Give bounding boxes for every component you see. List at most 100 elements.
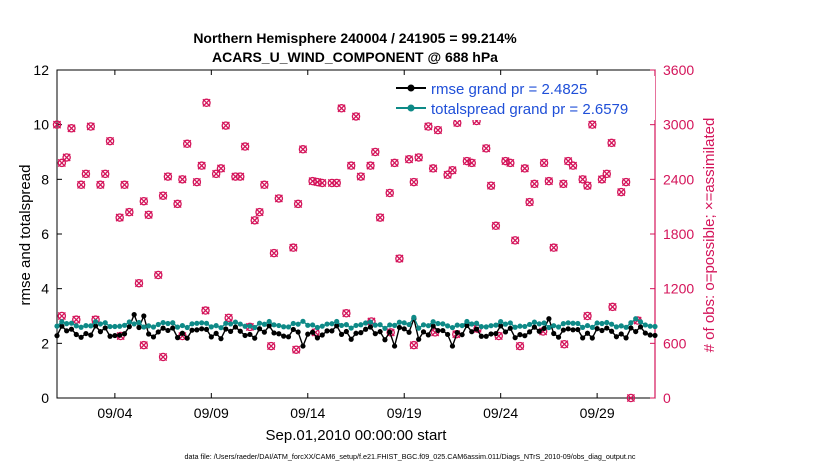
totalspread-point [54, 323, 60, 329]
totalspread-point [401, 320, 407, 326]
obs-count-marker-possible [327, 178, 337, 188]
obs-count-marker [366, 161, 375, 170]
rmse-point [527, 329, 533, 335]
rmse-point [560, 327, 566, 333]
obs-count-marker-assimilated [467, 158, 476, 167]
obs-count-marker-possible [202, 98, 211, 108]
totalspread-point [604, 319, 610, 326]
rmse-point [136, 324, 142, 331]
totalspread-point [165, 320, 171, 327]
obs-count-marker-low-assimilated [292, 345, 301, 354]
totalspread-point [266, 318, 272, 325]
obs-count-marker-assimilated [105, 137, 115, 146]
obs-count-marker-assimilated [269, 249, 279, 258]
totalspread-point [560, 321, 566, 327]
totalspread-point [232, 319, 239, 325]
obs-count-marker [163, 172, 173, 181]
rmse-point [449, 343, 456, 349]
rmse-point [604, 325, 610, 331]
totalspread-point [546, 324, 552, 331]
totalspread-point [237, 321, 243, 327]
obs-count-marker-low [139, 340, 149, 350]
obs-count-marker-low-possible [158, 352, 168, 362]
obs-count-marker [139, 196, 149, 206]
obs-count-marker [86, 122, 96, 131]
obs-count-marker [395, 254, 404, 263]
totalspread-point [92, 319, 99, 325]
obs-count-marker-possible [120, 180, 129, 190]
rmse-point [261, 329, 267, 335]
obs-count-marker-possible [100, 169, 110, 179]
obs-count-marker [597, 175, 607, 184]
legend: rmse grand pr = 2.4825 totalspread grand… [393, 76, 655, 120]
obs-count-marker-assimilated [607, 138, 616, 147]
totalspread-point [261, 321, 267, 327]
totalspread-point [454, 322, 460, 328]
obs-count-marker-possible [578, 175, 587, 184]
rmse-point [213, 330, 219, 336]
totalspread-point [184, 324, 190, 331]
totalspread-point [555, 324, 562, 330]
totalspread-point [594, 320, 600, 326]
totalspread-point [285, 324, 292, 330]
obs-count-marker-low-possible [342, 309, 351, 318]
obs-count-marker [293, 199, 303, 209]
obs-count-marker-assimilated [414, 153, 423, 162]
obs-count-marker-possible [67, 124, 76, 133]
obs-count-marker [62, 153, 71, 162]
obs-count-marker-low-assimilated [139, 341, 148, 350]
obs-count-marker-possible [433, 125, 443, 135]
totalspread-point [372, 322, 378, 328]
totalspread-point [309, 322, 316, 328]
obs-count-marker-assimilated [395, 254, 404, 263]
rmse-point [256, 326, 263, 332]
obs-count-marker [255, 207, 264, 217]
x-axis-label: Sep.01,2010 00:00:00 start [266, 427, 448, 444]
totalspread-point [83, 323, 89, 329]
obs-count-marker [621, 177, 631, 187]
obs-count-marker-assimilated [163, 172, 172, 181]
totalspread-point [276, 322, 282, 329]
obs-count-marker-assimilated [617, 188, 626, 197]
rmse-point [54, 333, 60, 339]
totalspread-point [464, 318, 470, 325]
obs-count-marker-possible [211, 169, 221, 179]
rmse-point [88, 332, 94, 338]
obs-count-marker-assimilated [241, 142, 250, 151]
totalspread-point [483, 324, 489, 330]
obs-count-marker-low-assimilated [560, 340, 569, 349]
y-tick-label-right: 3000 [663, 117, 694, 133]
totalspread-point [290, 320, 296, 327]
totalspread-point [179, 322, 185, 329]
obs-count-marker-low-possible [409, 340, 419, 350]
obs-count-marker [260, 180, 269, 190]
y-tick-label-right: 600 [663, 335, 687, 351]
rmse-point [541, 325, 547, 332]
totalspread-point [507, 320, 513, 326]
obs-count-marker [424, 122, 433, 131]
obs-count-marker-assimilated [462, 157, 471, 166]
rmse-point [107, 333, 113, 339]
rmse-point [199, 326, 205, 332]
rmse-point [252, 335, 258, 341]
obs-count-marker-low [560, 339, 569, 349]
totalspread-point [160, 319, 166, 326]
obs-count-marker-possible [568, 161, 578, 170]
obs-count-marker [216, 164, 226, 173]
y-tick-label-right: 0 [663, 390, 671, 406]
obs-count-marker [274, 194, 284, 203]
obs-count-marker-possible [443, 170, 452, 180]
obs-count-marker-possible [86, 122, 96, 131]
obs-count-marker-assimilated [216, 164, 226, 173]
rmse-point [271, 330, 277, 336]
rmse-point [401, 326, 407, 332]
rmse-point [102, 325, 108, 331]
obs-count-marker-assimilated [409, 178, 418, 187]
obs-count-marker-low-possible [291, 345, 301, 354]
footer-datafile: data file: /Users/raeder/DAI/ATM_forcXX/… [185, 452, 636, 461]
rmse-point [478, 333, 484, 339]
obs-count-marker [178, 175, 187, 184]
totalspread-point [536, 321, 542, 327]
x-tick-label: 09/09 [194, 405, 229, 421]
rmse-point [445, 331, 451, 338]
